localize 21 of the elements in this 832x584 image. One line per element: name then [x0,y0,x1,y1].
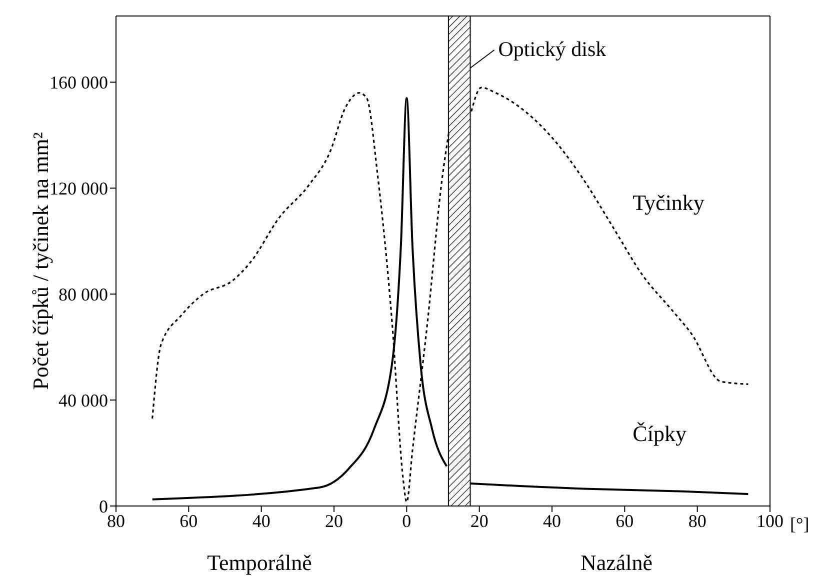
x-tick-label: 0 [402,510,412,531]
y-tick-label: 0 [99,496,108,516]
text: Nazálně [580,550,653,575]
x-tick-label: 100 [756,510,784,531]
y-tick-label: 40 000 [58,390,108,410]
x-tick-label: 40 [252,510,270,531]
series-label: Tyčinky [632,190,704,216]
y-tick-label: 80 000 [58,284,108,304]
x-tick-label: 60 [180,510,198,531]
y-tick-label: 120 000 [50,178,108,199]
x-tick-label: 40 [543,510,561,531]
x-tick-label: 80 [107,510,125,531]
x-tick-label: 20 [470,510,488,531]
x-axis-title: [°] [790,514,810,534]
y-tick-label: 160 000 [50,72,108,93]
x-tick-label: 60 [616,510,634,531]
text: Temporálně [207,550,312,575]
series-label: Čípky [632,421,686,446]
x-tick-label: 20 [325,510,343,531]
band-label: Optický disk [498,37,607,61]
x-tick-label: 80 [688,510,706,531]
